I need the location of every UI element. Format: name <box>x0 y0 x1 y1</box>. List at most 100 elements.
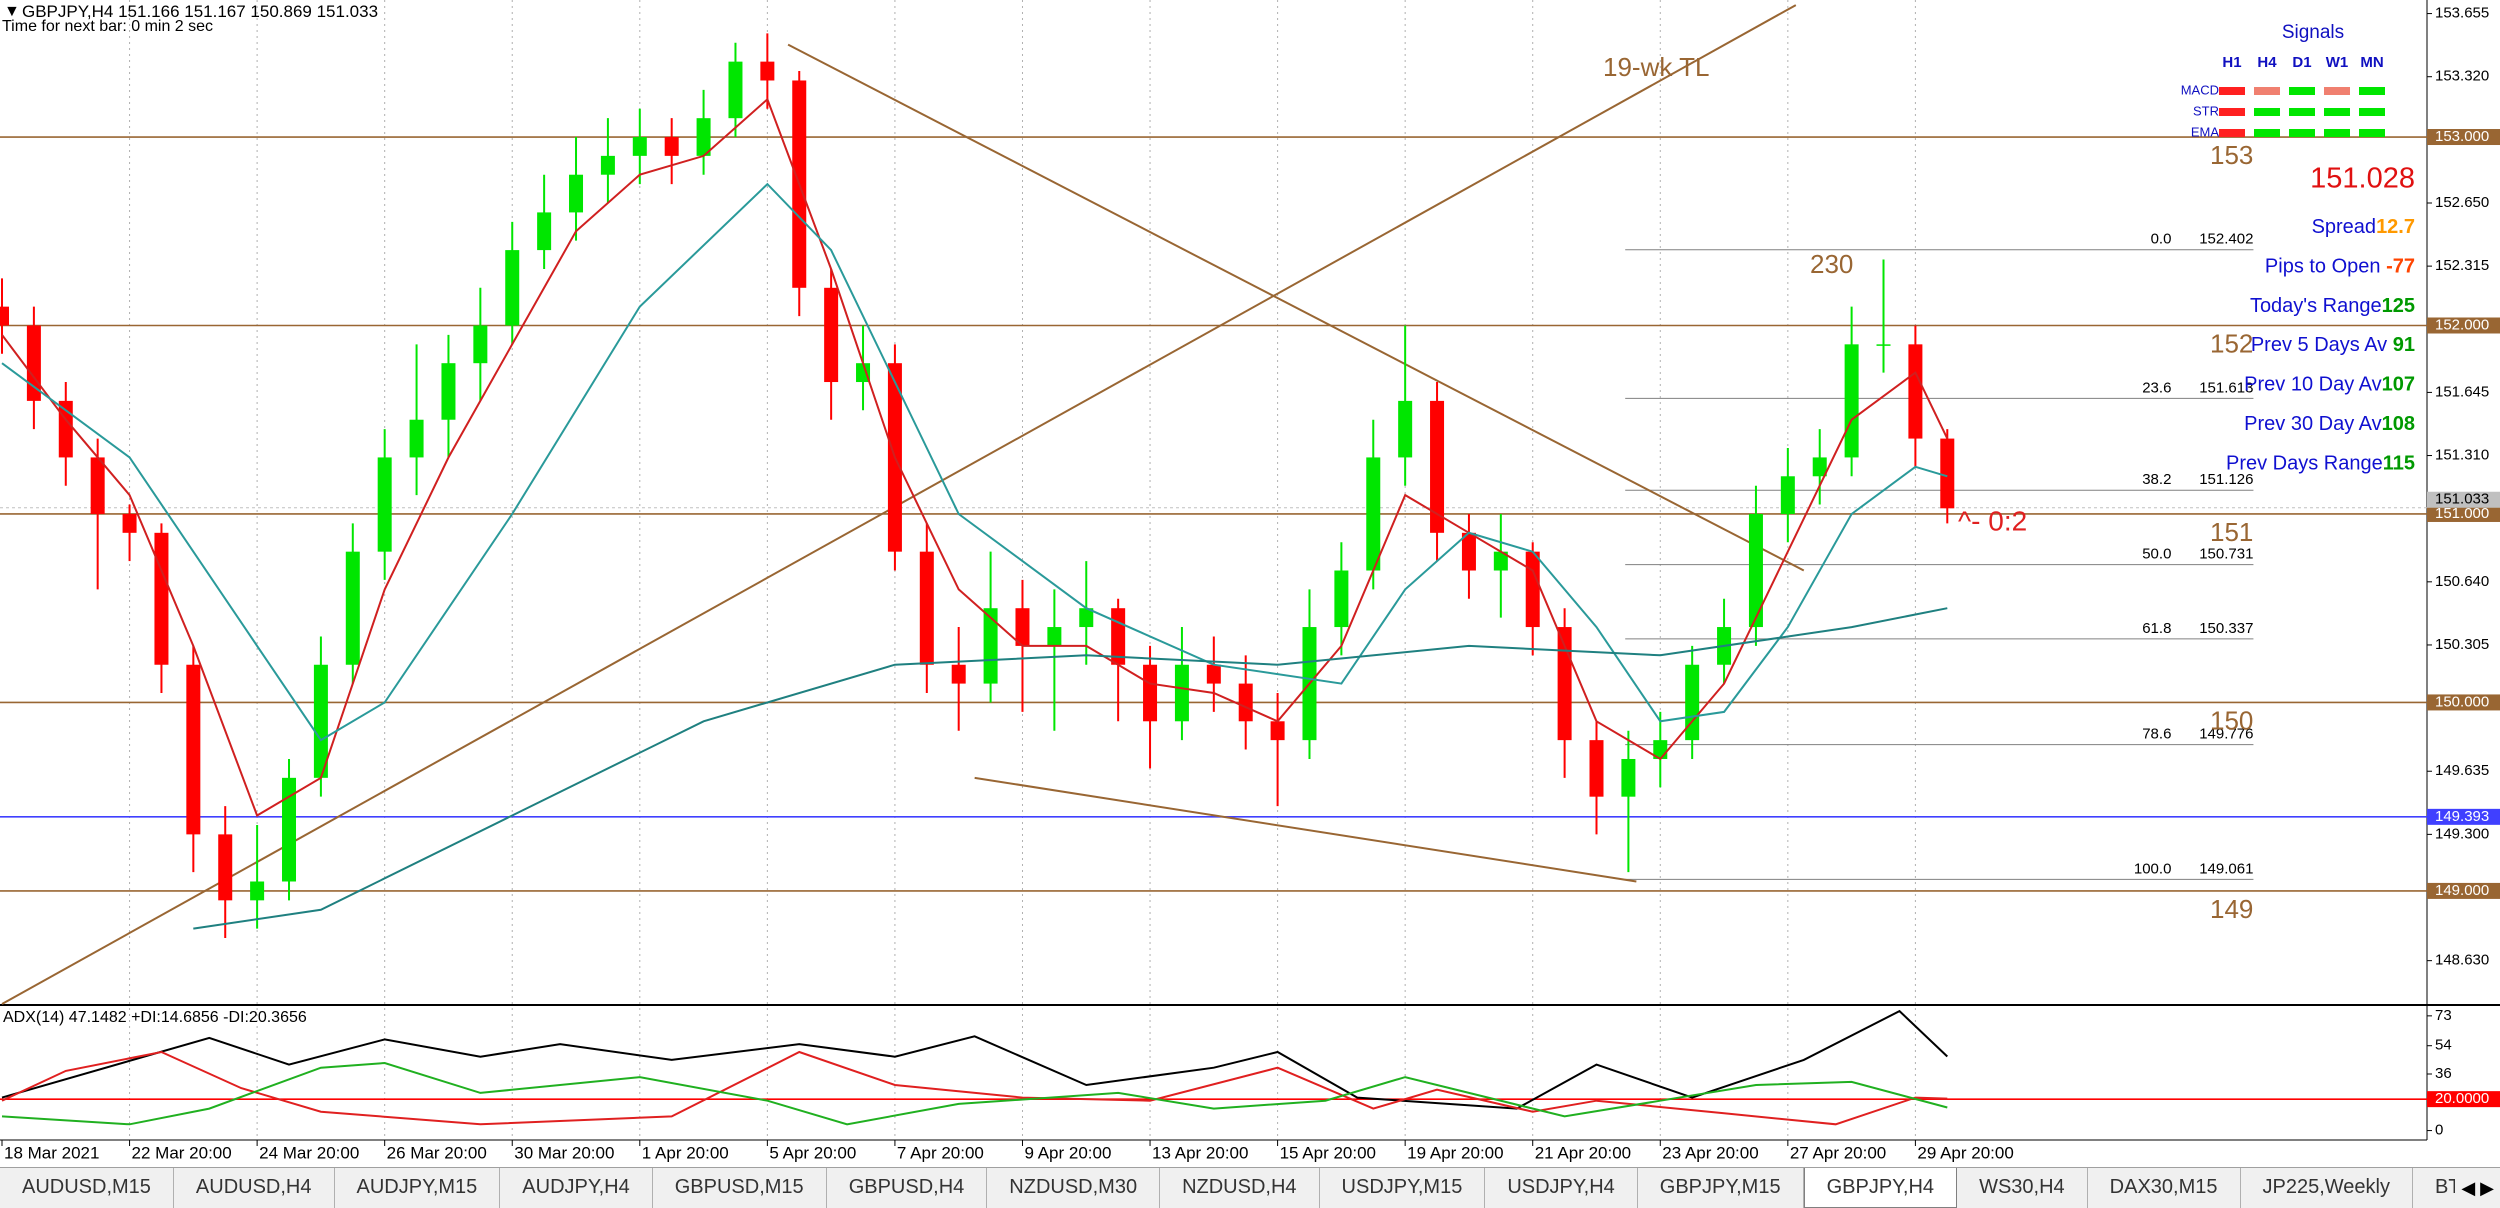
symbol-tab[interactable]: GBPUSD,H4 <box>827 1168 988 1208</box>
indicator-line <box>1 182 1948 742</box>
level-tag <box>2427 129 2500 146</box>
signal-cell <box>2219 108 2245 116</box>
symbol-tab[interactable]: USDJPY,H4 <box>1485 1168 1638 1208</box>
symbol-tab[interactable]: USDJPY,M15 <box>1320 1168 1486 1208</box>
info-row: Today's Range125 <box>2250 295 2415 317</box>
symbol-tab[interactable]: WS30,H4 <box>1957 1168 2088 1208</box>
signal-cell <box>2254 108 2280 116</box>
fib-price: 150.731 <box>2199 546 2253 563</box>
info-label: Prev 30 Day Av <box>2244 413 2381 435</box>
candle-body <box>1621 758 1636 797</box>
candle-body <box>600 155 615 175</box>
candle-body <box>345 551 360 665</box>
x-tick-label: 18 Mar 2021 <box>4 1143 99 1162</box>
y-tick-label: 150.305 <box>2435 636 2489 653</box>
level-tag <box>2427 808 2500 825</box>
fib-price: 149.061 <box>2199 860 2253 877</box>
symbol: GBPJPY,H4 <box>22 2 113 21</box>
terminal-chart: 18 Mar 2021 22 Mar 20:00 24 Mar 20:00 26 Ma… <box>0 0 2500 1163</box>
level-tag-label: 149.393 <box>2435 808 2489 825</box>
candle-body <box>1430 400 1445 533</box>
candle-body <box>313 664 328 778</box>
candle-body <box>1461 532 1476 571</box>
symbol-tab[interactable]: NZDUSD,H4 <box>1160 1168 1320 1208</box>
x-tick-label: 22 Mar 20:00 <box>132 1143 232 1162</box>
level-tag <box>2427 1091 2500 1108</box>
symbol-tab[interactable]: GBPJPY,M15 <box>1638 1168 1804 1208</box>
info-value: 115 <box>2383 453 2415 475</box>
candle-body <box>1398 400 1413 458</box>
candle-body <box>1111 608 1126 665</box>
signal-cell <box>2219 129 2245 137</box>
level-tag <box>2427 491 2500 508</box>
level-tag <box>2427 882 2500 899</box>
signal-name: EMA <box>2191 124 2220 139</box>
candle-body <box>1015 608 1030 646</box>
signal-cell <box>2254 87 2280 95</box>
info-row: Spread12.7 <box>2312 216 2415 238</box>
symbol-tab[interactable]: GBPJPY,H4 <box>1803 1168 1958 1208</box>
candle-body <box>377 457 392 552</box>
candle-body <box>1270 721 1285 741</box>
candle-body <box>1206 664 1221 684</box>
trendline <box>787 43 1805 572</box>
tab-scroll[interactable]: ◀ ▶ <box>2455 1168 2500 1208</box>
candle-body <box>1685 664 1700 741</box>
x-tick-label: 7 Apr 20:00 <box>897 1143 984 1162</box>
chart-layer: 18 Mar 2021 22 Mar 20:00 24 Mar 20:00 26 Ma… <box>0 0 2500 1162</box>
indicator-line <box>1 1009 1948 1110</box>
header-arrow: ▼ <box>4 3 20 20</box>
level-tag <box>2427 317 2500 334</box>
info-value: 125 <box>2382 295 2415 317</box>
info-label: Prev 10 Day Av <box>2244 374 2381 396</box>
x-tick-label: 5 Apr 20:00 <box>769 1143 856 1162</box>
candle-body <box>1748 513 1763 628</box>
signal-cell <box>2324 129 2350 137</box>
signal-cell <box>2289 87 2315 95</box>
signal-cell <box>2324 108 2350 116</box>
y-tick-label: 149.300 <box>2435 825 2489 842</box>
info-row: Prev Days Range115 <box>2226 453 2415 475</box>
fib-level: 61.8 <box>2142 620 2171 637</box>
ohlc: 151.166 151.167 150.869 151.033 <box>118 2 378 21</box>
info-value: -77 <box>2386 256 2415 278</box>
symbol-tab[interactable]: AUDUSD,H4 <box>174 1168 335 1208</box>
symbol-tab[interactable]: NZDUSD,M30 <box>987 1168 1161 1208</box>
y-tick-label: 152.650 <box>2435 194 2489 211</box>
symbol-tab[interactable]: DAX30,M15 <box>2088 1168 2241 1208</box>
candle-body <box>632 137 647 156</box>
candle-body <box>1174 664 1189 722</box>
level-tag-label: 149.000 <box>2435 882 2489 899</box>
level-name: 151 <box>2210 517 2253 547</box>
symbol-tab[interactable]: AUDUSD,M15 <box>0 1168 174 1208</box>
signal-cell <box>2219 87 2245 95</box>
x-tick-label: 9 Apr 20:00 <box>1024 1143 1111 1162</box>
candle-body <box>409 419 424 458</box>
candle-body <box>1079 608 1094 628</box>
candle-body <box>983 608 998 684</box>
x-tick-label: 26 Mar 20:00 <box>387 1143 487 1162</box>
signal-cell <box>2254 129 2280 137</box>
signal-name: STR <box>2193 103 2219 118</box>
symbol-tab[interactable]: JP225,Weekly <box>2241 1168 2413 1208</box>
info-value: 91 <box>2393 334 2415 356</box>
level-tag-label: 20.0000 <box>2435 1090 2489 1107</box>
trendline <box>974 776 1637 883</box>
y-tick-label: 36 <box>2435 1065 2452 1082</box>
y-tick-label: 54 <box>2435 1037 2452 1054</box>
info-value: 12.7 <box>2376 216 2415 238</box>
info-label: Spread <box>2312 216 2377 238</box>
signal-cell <box>2289 108 2315 116</box>
candle-body <box>1589 740 1604 797</box>
symbol-tab[interactable]: GBPUSD,M15 <box>653 1168 827 1208</box>
symbol-tab[interactable]: AUDJPY,M15 <box>335 1168 501 1208</box>
x-tick-label: 15 Apr 20:00 <box>1280 1143 1376 1162</box>
signal-period: D1 <box>2292 54 2311 71</box>
candle-body <box>505 250 520 326</box>
candle-body <box>824 287 839 383</box>
timer: Time for next bar: 0 min 2 sec <box>2 18 213 35</box>
header-symbol: GBPJPY,H4 151.166 151.167 150.869 151.03… <box>22 2 378 21</box>
info-label: Prev 5 Days Av <box>2251 334 2393 356</box>
signal-period: MN <box>2360 54 2383 71</box>
symbol-tab[interactable]: AUDJPY,H4 <box>500 1168 653 1208</box>
